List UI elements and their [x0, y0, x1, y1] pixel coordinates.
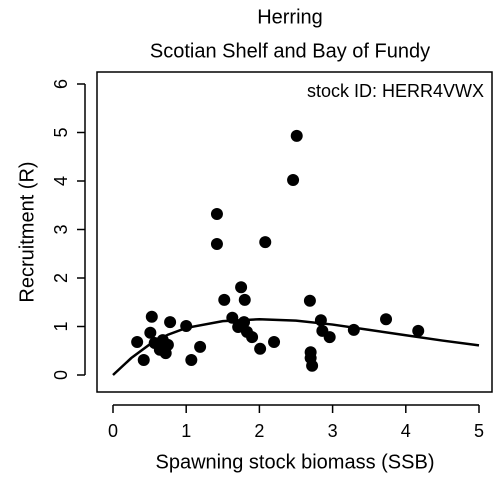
y-tick-label: 3 [51, 224, 71, 234]
y-axis-label: Recruitment (R) [16, 161, 38, 302]
x-tick-label: 5 [474, 421, 484, 441]
point [210, 207, 223, 220]
point [145, 310, 158, 323]
y-tick-label: 4 [51, 176, 71, 186]
point [290, 129, 303, 142]
point [268, 336, 281, 349]
point [246, 331, 259, 344]
annotation: stock ID: HERR4VWX [307, 81, 484, 101]
plot-box [96, 71, 493, 393]
point [210, 238, 223, 251]
x-tick-label: 0 [108, 421, 118, 441]
chart-title: Herring [257, 6, 323, 28]
y-tick-label: 5 [51, 127, 71, 137]
point [161, 338, 174, 351]
x-tick-label: 3 [328, 421, 338, 441]
y-tick-label: 6 [51, 79, 71, 89]
point [185, 353, 198, 366]
point [218, 293, 231, 306]
point [235, 281, 248, 294]
point [303, 294, 316, 307]
point [226, 311, 239, 324]
y-tick-label: 0 [51, 370, 71, 380]
x-tick-label: 2 [254, 421, 264, 441]
point [144, 326, 157, 339]
point [254, 342, 267, 355]
point [412, 324, 425, 337]
point [306, 359, 319, 372]
point [164, 316, 177, 329]
x-tick-label: 1 [181, 421, 191, 441]
point [259, 236, 272, 249]
point [287, 174, 300, 187]
point [380, 313, 393, 326]
point [131, 336, 144, 349]
point [194, 340, 207, 353]
point [238, 316, 251, 329]
y-tick-label: 1 [51, 321, 71, 331]
point [347, 323, 360, 336]
chart-subtitle: Scotian Shelf and Bay of Fundy [150, 40, 430, 62]
point [314, 314, 327, 327]
y-tick-label: 2 [51, 273, 71, 283]
point [137, 353, 150, 366]
x-tick-label: 4 [401, 421, 411, 441]
point [323, 331, 336, 344]
point [238, 293, 251, 306]
point [180, 320, 193, 333]
x-axis-label: Spawning stock biomass (SSB) [155, 451, 434, 473]
